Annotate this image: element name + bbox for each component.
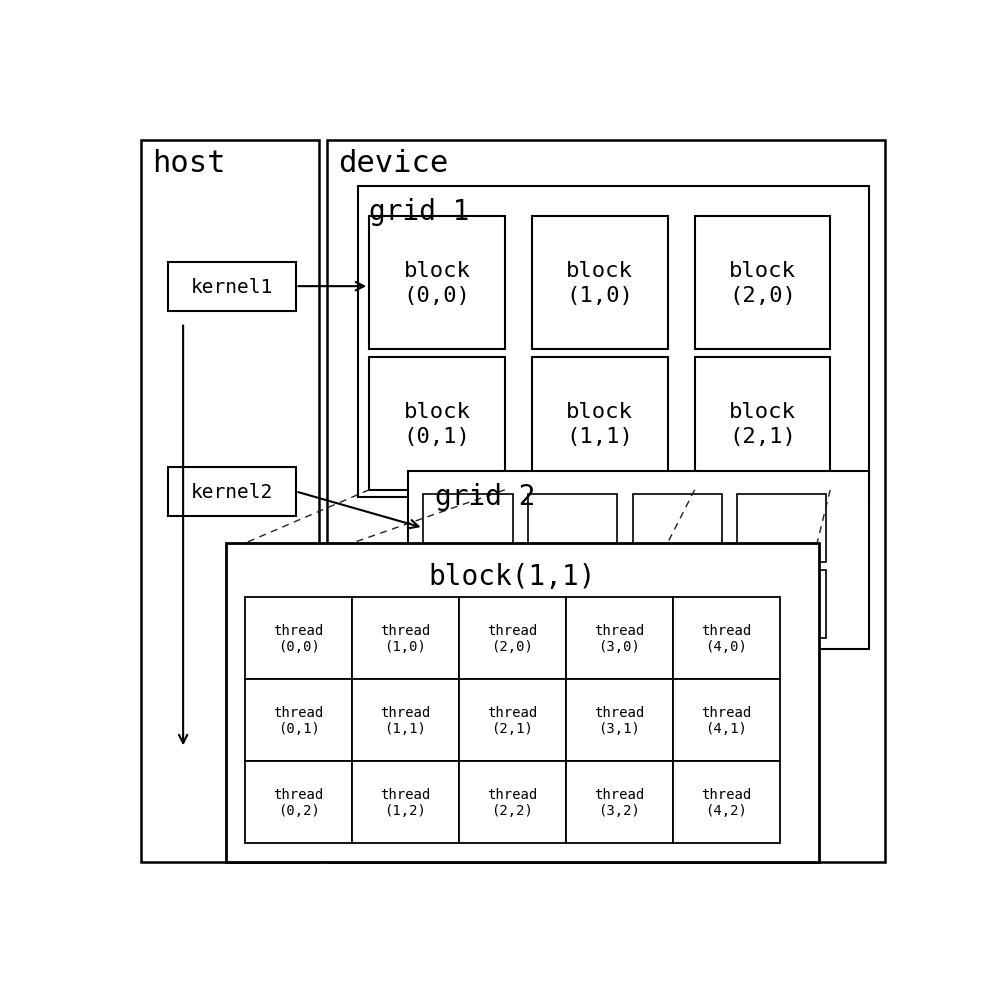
Bar <box>566 598 673 679</box>
Bar <box>459 598 566 679</box>
Bar <box>528 494 617 562</box>
Text: thread
(0,0): thread (0,0) <box>273 623 324 654</box>
Text: thread
(4,2): thread (4,2) <box>701 787 752 817</box>
Text: thread
(3,0): thread (3,0) <box>594 623 645 654</box>
Bar <box>673 598 780 679</box>
Text: block
(2,0): block (2,0) <box>729 261 796 306</box>
Text: thread
(1,0): thread (1,0) <box>380 623 431 654</box>
Bar <box>633 494 722 562</box>
Bar <box>423 570 512 638</box>
Text: block(1,1): block(1,1) <box>429 562 596 591</box>
Bar <box>737 570 826 638</box>
Bar <box>245 598 352 679</box>
Bar <box>673 761 780 843</box>
Text: block
(2,1): block (2,1) <box>729 401 796 447</box>
Bar <box>326 141 885 863</box>
Text: thread
(2,0): thread (2,0) <box>487 623 538 654</box>
Text: thread
(1,1): thread (1,1) <box>380 705 431 736</box>
Bar <box>633 570 722 638</box>
Text: grid 2: grid 2 <box>435 483 536 511</box>
Text: thread
(1,2): thread (1,2) <box>380 787 431 817</box>
Bar <box>695 358 830 490</box>
Text: kernel2: kernel2 <box>190 483 273 502</box>
Text: grid 1: grid 1 <box>369 198 470 226</box>
Bar <box>352 761 459 843</box>
Bar <box>168 467 296 517</box>
Bar <box>352 598 459 679</box>
Bar <box>408 471 869 650</box>
Text: device: device <box>338 149 448 177</box>
Bar <box>423 494 512 562</box>
Bar <box>369 358 505 490</box>
Text: thread
(4,1): thread (4,1) <box>701 705 752 736</box>
Bar <box>566 679 673 761</box>
Text: thread
(2,1): thread (2,1) <box>487 705 538 736</box>
Text: thread
(0,1): thread (0,1) <box>273 705 324 736</box>
Bar <box>737 494 826 562</box>
Bar <box>168 262 296 312</box>
Bar <box>140 141 319 863</box>
Bar <box>226 543 819 863</box>
Bar <box>528 570 617 638</box>
Text: block
(0,0): block (0,0) <box>404 261 470 306</box>
Text: thread
(2,2): thread (2,2) <box>487 787 538 817</box>
Bar <box>358 186 869 498</box>
Text: thread
(3,1): thread (3,1) <box>594 705 645 736</box>
Text: block
(1,0): block (1,0) <box>566 261 633 306</box>
Bar <box>369 217 505 350</box>
Bar <box>352 679 459 761</box>
Text: block
(0,1): block (0,1) <box>404 401 470 447</box>
Bar <box>566 761 673 843</box>
Bar <box>245 679 352 761</box>
Bar <box>245 761 352 843</box>
Bar <box>532 358 668 490</box>
Bar <box>673 679 780 761</box>
Bar <box>695 217 830 350</box>
Text: thread
(4,0): thread (4,0) <box>701 623 752 654</box>
Text: block
(1,1): block (1,1) <box>566 401 633 447</box>
Text: thread
(0,2): thread (0,2) <box>273 787 324 817</box>
Text: host: host <box>152 149 226 177</box>
Bar <box>459 761 566 843</box>
Bar <box>532 217 668 350</box>
Text: kernel1: kernel1 <box>190 278 273 297</box>
Bar <box>459 679 566 761</box>
Text: thread
(3,2): thread (3,2) <box>594 787 645 817</box>
